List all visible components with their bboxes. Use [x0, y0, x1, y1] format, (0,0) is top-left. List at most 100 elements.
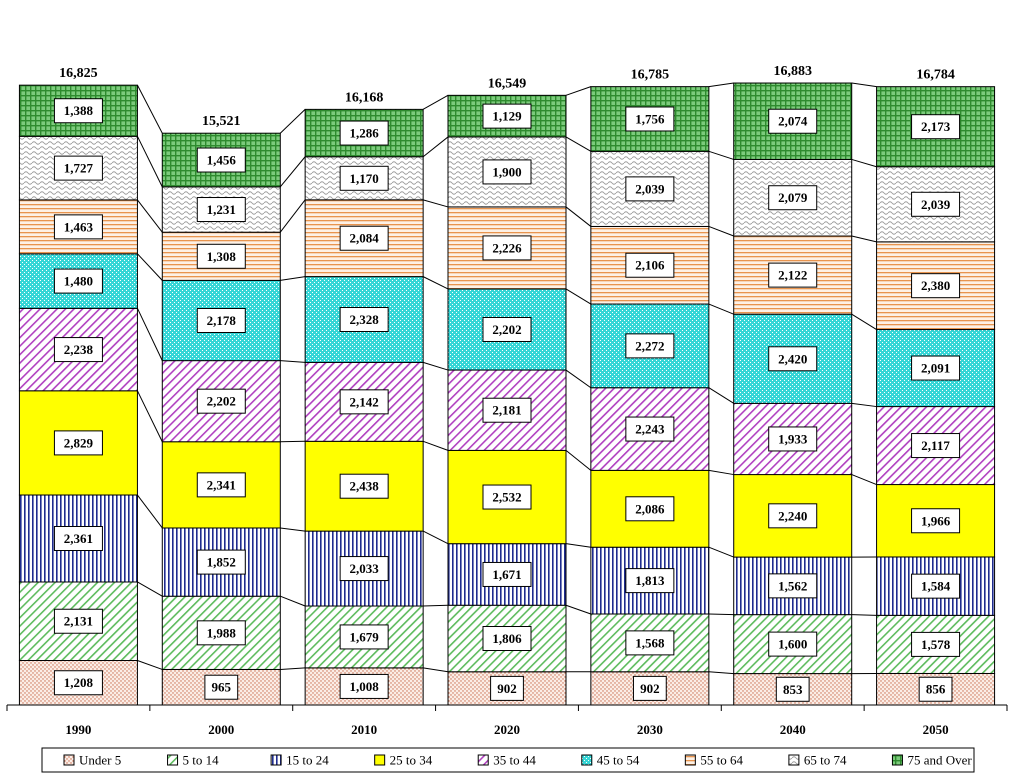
segment-label-2020-5-to-14: 1,806 [483, 627, 531, 651]
segment-label-2010-under-5: 1,008 [340, 674, 388, 698]
connector-1990-5-to-14 [137, 582, 162, 596]
svg-text:2,106: 2,106 [635, 258, 665, 273]
legend-swatch-55-to-64 [685, 755, 695, 765]
connector-2040-45-to-54 [852, 314, 877, 329]
connector-1990-45-to-54 [137, 254, 162, 281]
segment-label-2050-65-to-74: 2,039 [912, 192, 960, 216]
x-tick-label-2050: 2050 [923, 722, 949, 737]
legend-label-75-and-over: 75 and Over [907, 753, 972, 768]
legend-item-55-to-64: 55 to 64 [685, 753, 743, 768]
legend-swatch-75-and-over [892, 755, 902, 765]
connector-2030-5-to-14 [709, 614, 734, 615]
segment-label-2000-65-to-74: 1,231 [197, 198, 245, 222]
connector-2030-25-to-34 [709, 470, 734, 474]
segment-label-2030-5-to-14: 1,568 [626, 631, 674, 655]
connector-1990-25-to-34 [137, 391, 162, 442]
connector-1990-55-to-64 [137, 200, 162, 232]
legend-label-65-to-74: 65 to 74 [804, 753, 847, 768]
svg-text:1,480: 1,480 [64, 274, 93, 289]
svg-text:2,380: 2,380 [921, 278, 950, 293]
segment-label-2020-25-to-34: 2,532 [483, 485, 531, 509]
segment-label-2000-55-to-64: 1,308 [197, 244, 245, 268]
segment-label-2020-15-to-24: 1,671 [483, 562, 531, 586]
svg-text:2,142: 2,142 [350, 394, 379, 409]
svg-text:965: 965 [212, 680, 232, 695]
svg-text:1,679: 1,679 [350, 629, 380, 644]
legend-swatch-45-to-54 [582, 755, 592, 765]
svg-text:2,420: 2,420 [778, 351, 807, 366]
connector-2020-15-to-24 [566, 544, 591, 548]
x-tick-label-2030: 2030 [637, 722, 663, 737]
connector-2020-45-to-54 [566, 289, 591, 304]
connector-2010-15-to-24 [423, 531, 448, 544]
legend-label-15-to-24: 15 to 24 [286, 753, 329, 768]
svg-text:2,829: 2,829 [64, 435, 94, 450]
x-tick-label-1990: 1990 [65, 722, 91, 737]
total-label-2040: 16,883 [773, 64, 812, 79]
svg-text:1,584: 1,584 [921, 579, 951, 594]
legend-label-45-to-54: 45 to 54 [597, 753, 640, 768]
svg-text:2,226: 2,226 [492, 240, 522, 255]
svg-text:2,181: 2,181 [492, 403, 521, 418]
segment-label-2000-75-and-over: 1,456 [197, 148, 245, 172]
svg-text:2,328: 2,328 [350, 312, 380, 327]
segment-label-2050-under-5: 856 [919, 677, 952, 701]
connector-2000-75-and-over [280, 109, 305, 133]
svg-text:1,727: 1,727 [64, 161, 94, 176]
segment-label-2040-5-to-14: 1,600 [769, 632, 817, 656]
legend-swatch-15-to-24 [271, 755, 281, 765]
segment-label-2000-45-to-54: 2,178 [197, 309, 245, 333]
connector-2040-35-to-44 [852, 403, 877, 406]
connector-2040-25-to-34 [852, 475, 877, 485]
segment-label-2010-45-to-54: 2,328 [340, 308, 388, 332]
legend-label-55-to-64: 55 to 64 [700, 753, 743, 768]
connector-2020-25-to-34 [566, 450, 591, 470]
x-tick-label-2020: 2020 [494, 722, 520, 737]
segment-label-2040-55-to-64: 2,122 [769, 263, 817, 287]
connector-2040-5-to-14 [852, 615, 877, 616]
segment-label-2030-under-5: 902 [633, 676, 666, 700]
segment-label-2020-65-to-74: 1,900 [483, 160, 531, 184]
svg-text:1,170: 1,170 [350, 171, 379, 186]
segment-label-2050-45-to-54: 2,091 [912, 356, 960, 380]
segment-label-1990-15-to-24: 2,361 [54, 527, 102, 551]
segment-label-2000-15-to-24: 1,852 [197, 550, 245, 574]
svg-text:2,173: 2,173 [921, 119, 951, 134]
segment-label-2010-5-to-14: 1,679 [340, 625, 388, 649]
svg-text:1,578: 1,578 [921, 637, 951, 652]
connector-2010-35-to-44 [423, 362, 448, 370]
connector-2020-75-and-over [566, 87, 591, 96]
segment-label-2030-75-and-over: 1,756 [626, 107, 674, 131]
svg-text:2,202: 2,202 [207, 394, 236, 409]
connector-2020-55-to-64 [566, 207, 591, 227]
svg-text:2,079: 2,079 [778, 190, 808, 205]
segment-label-2000-under-5: 965 [205, 675, 238, 699]
segment-label-2000-25-to-34: 2,341 [197, 473, 245, 497]
segment-label-2010-15-to-24: 2,033 [340, 557, 388, 581]
svg-text:2,086: 2,086 [635, 501, 665, 516]
connector-2020-65-to-74 [566, 137, 591, 151]
svg-text:1,900: 1,900 [492, 164, 521, 179]
segment-label-2030-55-to-64: 2,106 [626, 253, 674, 277]
connector-2000-35-to-44 [280, 361, 305, 363]
segment-label-1990-35-to-44: 2,238 [54, 338, 102, 362]
segment-label-1990-65-to-74: 1,727 [54, 156, 102, 180]
svg-text:2,240: 2,240 [778, 508, 807, 523]
segment-label-1990-25-to-34: 2,829 [54, 431, 102, 455]
x-tick-label-2040: 2040 [780, 722, 806, 737]
segment-label-2020-under-5: 902 [491, 676, 524, 700]
svg-text:1,933: 1,933 [778, 431, 808, 446]
connector-2030-55-to-64 [709, 226, 734, 236]
total-label-2020: 16,549 [488, 76, 527, 91]
svg-text:1,286: 1,286 [350, 126, 380, 141]
connector-1990-under-5 [137, 660, 162, 669]
legend-swatch-5-to-14 [168, 755, 178, 765]
segment-label-2020-45-to-54: 2,202 [483, 317, 531, 341]
segment-label-2030-35-to-44: 2,243 [626, 417, 674, 441]
svg-text:2,438: 2,438 [350, 479, 380, 494]
svg-text:2,341: 2,341 [207, 477, 236, 492]
segment-label-1990-45-to-54: 1,480 [54, 269, 102, 293]
